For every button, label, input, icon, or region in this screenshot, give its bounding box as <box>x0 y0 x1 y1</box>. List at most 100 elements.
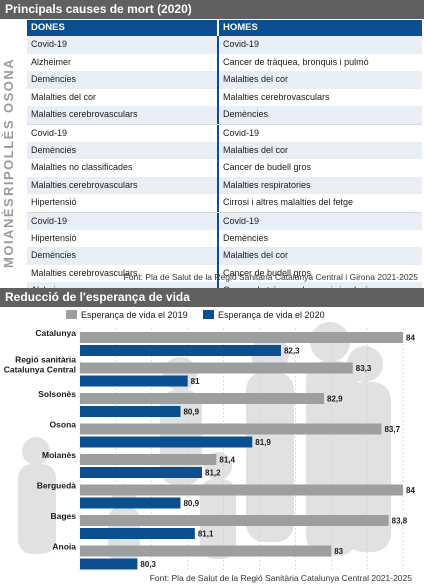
legend-label-2019: Esperança de vida el 2019 <box>81 310 188 320</box>
table-body: Covid-19 Covid-19 Alzheimer Cancer de tràqu… <box>27 36 422 300</box>
data-label-2019: 82,9 <box>327 395 343 404</box>
bar-2019 <box>80 362 353 374</box>
region-label-osona: OSONA <box>1 57 16 113</box>
table-row: Malalties cerebrovasculars Malalties resp… <box>27 176 422 195</box>
category-label: Berguedà <box>37 481 76 491</box>
cause-women: Hipertensió <box>27 194 219 212</box>
data-label-2020: 80,3 <box>140 560 156 569</box>
category-label: Anoia <box>52 542 76 552</box>
bar-2019 <box>80 332 403 343</box>
category-label-line: Catalunya Central <box>4 365 76 375</box>
cause-men: Covid-19 <box>219 212 422 230</box>
table-row: Demències Malalties del cor <box>27 247 422 265</box>
region-label-ripolles: RIPOLLÈS <box>1 118 16 196</box>
cause-women: Covid-19 <box>27 124 219 142</box>
bar-2019 <box>80 515 389 526</box>
cause-men: Demències <box>219 106 422 124</box>
table-row: Hipertensió Cirrosi i altres malalties de… <box>27 194 422 212</box>
legend-label-2020: Esperança de vida el 2020 <box>218 310 325 320</box>
category-label: Osona <box>50 420 77 430</box>
bar-2020 <box>80 345 281 356</box>
cause-men: Cancer de budell gros <box>219 159 422 177</box>
cause-men: Covid-19 <box>219 124 422 142</box>
category-label: Catalunya <box>35 328 76 338</box>
bar-2020 <box>80 497 181 509</box>
cause-women: Covid-19 <box>27 212 219 230</box>
table-row: Hipertensió Demències <box>27 229 422 248</box>
cause-men: Malalties del cor <box>219 247 422 265</box>
table-row: Demències Malalties del cor <box>27 71 422 89</box>
data-label-2019: 83 <box>334 547 343 556</box>
causes-table: DONES HOMES Covid-19 Covid-19 Alzheimer Can… <box>27 20 422 300</box>
data-label-2020: 81,9 <box>255 438 271 447</box>
data-label-2020: 80,9 <box>183 408 199 417</box>
cause-men: Malalties respiratories <box>219 176 422 195</box>
cause-women: Alzheimer <box>27 53 219 72</box>
bar-2020 <box>80 467 203 478</box>
table-row: Covid-19 Covid-19 <box>27 36 422 54</box>
table-row: Covid-19 Covid-19 <box>27 211 422 230</box>
data-label-2020: 81,1 <box>198 530 214 539</box>
cause-women: Demències <box>27 247 219 265</box>
bar-2020 <box>80 375 188 387</box>
column-header-women: DONES <box>27 20 219 36</box>
region-label-moianes: MOIANÈS <box>1 196 16 268</box>
cause-men: Cancer de budell gros <box>219 264 422 283</box>
cause-men: Cancer de tràquea, bronquis i pulmó <box>219 53 422 72</box>
cause-men: Malalties del cor <box>219 141 422 160</box>
table-row: Malalties cerebrovasculars Demències <box>27 106 422 124</box>
cause-women: Malalties cerebrovasculars <box>27 106 219 124</box>
table-header: DONES HOMES <box>27 20 422 36</box>
table-row: Demències Malalties del cor <box>27 141 422 160</box>
cause-men: Covid-19 <box>219 36 422 54</box>
cause-women: Covid-19 <box>27 36 219 54</box>
bar-2019 <box>80 393 325 404</box>
category-label: Solsonès <box>38 389 76 399</box>
cause-women: Demències <box>27 71 219 89</box>
data-label-2019: 83,7 <box>384 425 400 434</box>
bar-2019 <box>80 545 332 557</box>
cause-women: Hipertensió <box>27 229 219 248</box>
bar-2020 <box>80 528 195 539</box>
data-label-2019: 84 <box>406 334 415 343</box>
life-expectancy-chart: Esperança de vida el 2019 Esperança de vi… <box>4 310 415 572</box>
category-label: Regió sanitària Catalunya Central <box>4 355 77 375</box>
category-label: Moianès <box>42 450 76 460</box>
data-label-2020: 82,3 <box>284 347 300 356</box>
cause-women: Malalties cerebrovasculars <box>27 176 219 195</box>
bar-2019 <box>80 484 403 496</box>
bar-2019 <box>80 454 217 465</box>
section-title-life-expectancy: Reducció de l'esperança de vida <box>0 288 424 307</box>
column-header-men: HOMES <box>219 20 422 36</box>
table-row: Malalties del cor Malalties cerebrovascul… <box>27 88 422 107</box>
category-label-line: Regió sanitària <box>15 355 76 365</box>
source-note-causes: Font: Pla de Salut de la Regió Sanitària… <box>123 272 418 282</box>
cause-men: Cirrosi i altres malalties del fetge <box>219 194 422 212</box>
bar-2020 <box>80 406 181 417</box>
table-row: Malalties cerebrovasculars Cancer de bude… <box>27 264 422 283</box>
chart-bars: 84 82,3 83,3 81 82,9 80,9 83,7 81,9 81,4 81,2 84 80… <box>80 332 415 570</box>
data-label-2019: 81,4 <box>219 456 235 465</box>
data-label-2020: 80,9 <box>183 499 199 508</box>
source-note-life-expectancy: Font: Pla de Salut de la Regió Sanitària… <box>149 573 412 583</box>
bar-2019 <box>80 423 382 435</box>
table-row: Malalties no classificades Cancer de bude… <box>27 159 422 177</box>
cause-women: Malalties del cor <box>27 88 219 107</box>
legend-swatch-2019 <box>66 310 77 319</box>
data-label-2019: 83,3 <box>356 364 372 373</box>
chart-legend: Esperança de vida el 2019 Esperança de vi… <box>66 310 325 320</box>
cause-men: Demències <box>219 229 422 248</box>
legend-swatch-2020 <box>203 310 214 319</box>
cause-men: Malalties del cor <box>219 71 422 89</box>
data-label-2019: 84 <box>406 486 415 495</box>
section-title-causes: Principals causes de mort (2020) <box>0 0 424 19</box>
cause-women: Malalties cerebrovasculars <box>27 264 219 283</box>
cause-women: Malalties no classificades <box>27 159 219 177</box>
chart-category-labels: Catalunya Regió sanitària Catalunya Centra… <box>4 328 77 552</box>
cause-men: Malalties cerebrovasculars <box>219 88 422 107</box>
bar-2020 <box>80 558 138 570</box>
cause-women: Demències <box>27 141 219 160</box>
data-label-2020: 81 <box>191 377 200 386</box>
data-label-2020: 81,2 <box>205 469 221 478</box>
